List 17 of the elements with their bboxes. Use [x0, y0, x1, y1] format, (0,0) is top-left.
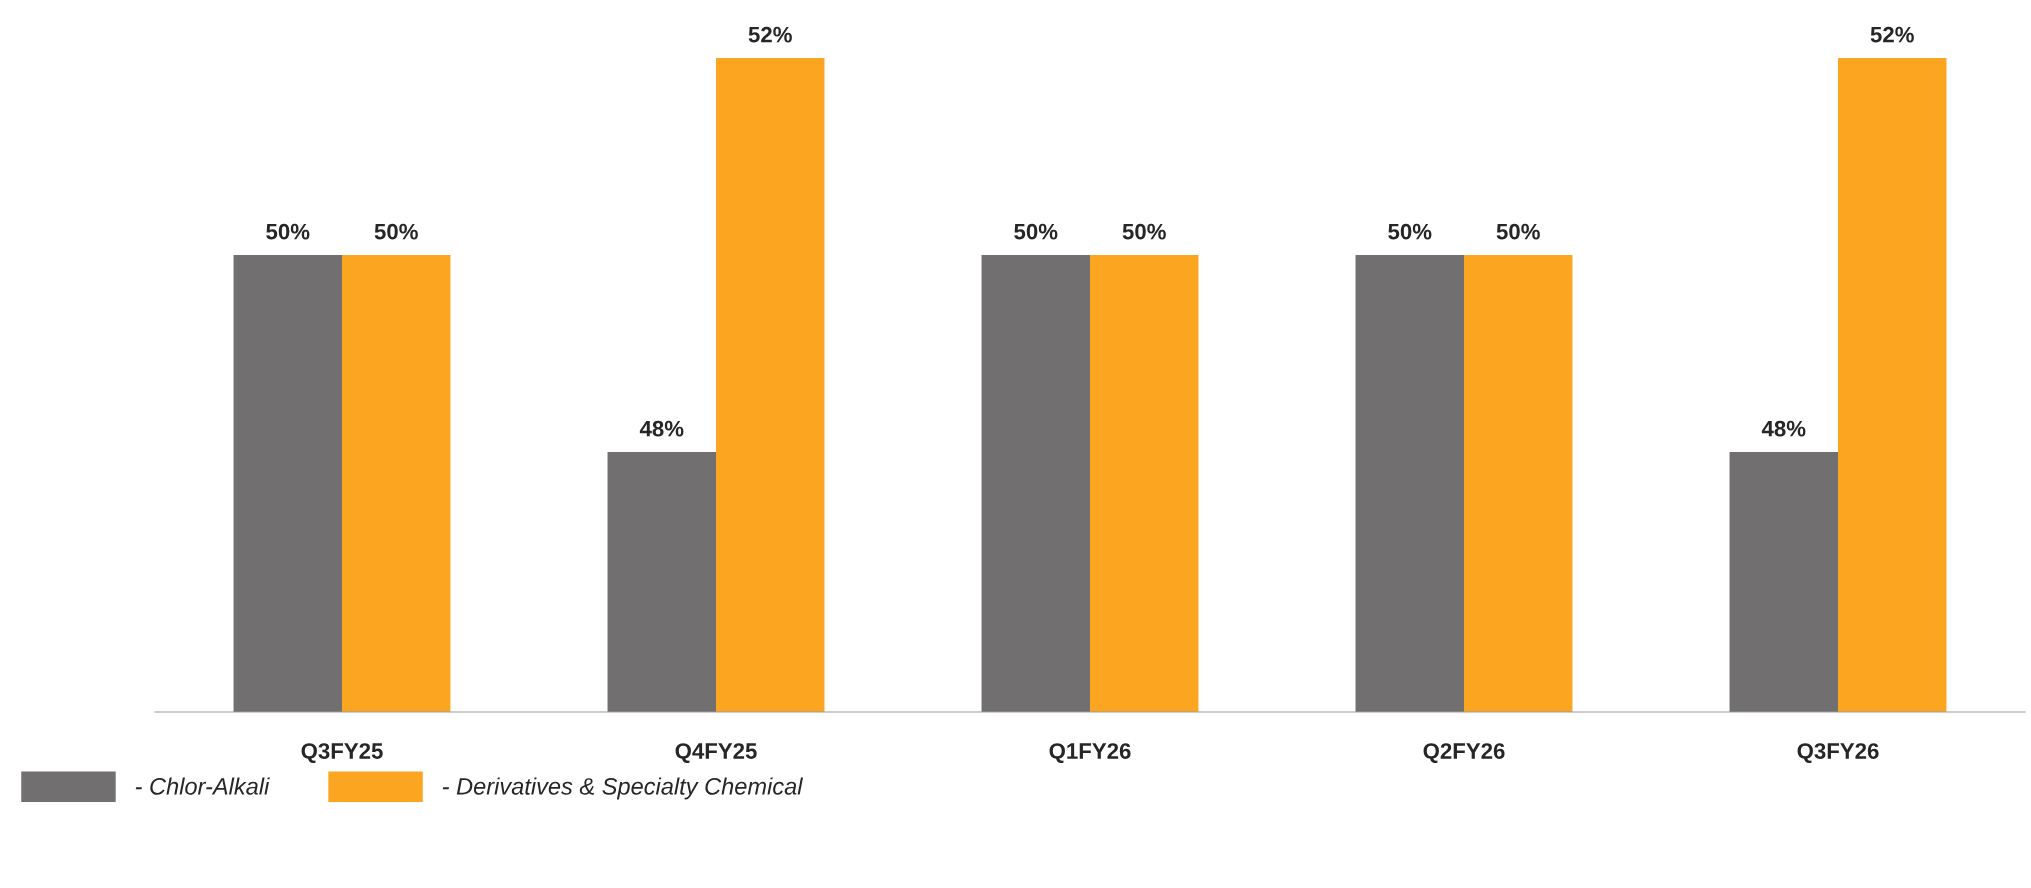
- data-label: 50%: [1014, 223, 1058, 240]
- legend-label: - Chlor-Alkali: [135, 777, 270, 795]
- x-tick-label: Q2FY26: [1423, 743, 1505, 764]
- data-label: 50%: [1388, 223, 1432, 240]
- data-label: 50%: [1496, 223, 1540, 240]
- x-tick-label: Q4FY25: [675, 743, 757, 764]
- data-label: 52%: [748, 26, 792, 43]
- data-label: 50%: [266, 223, 310, 240]
- data-label: 48%: [639, 420, 684, 437]
- data-label: 48%: [1761, 420, 1806, 437]
- legend-label: - Derivatives & Specialty Chemical: [442, 777, 804, 800]
- data-label: 50%: [374, 223, 418, 240]
- data-label: 50%: [1122, 223, 1166, 240]
- data-label: 52%: [1870, 26, 1914, 43]
- x-tick-label: Q3FY25: [301, 743, 383, 764]
- x-tick-label: Q1FY26: [1049, 743, 1131, 764]
- x-tick-label: Q3FY26: [1797, 743, 1879, 764]
